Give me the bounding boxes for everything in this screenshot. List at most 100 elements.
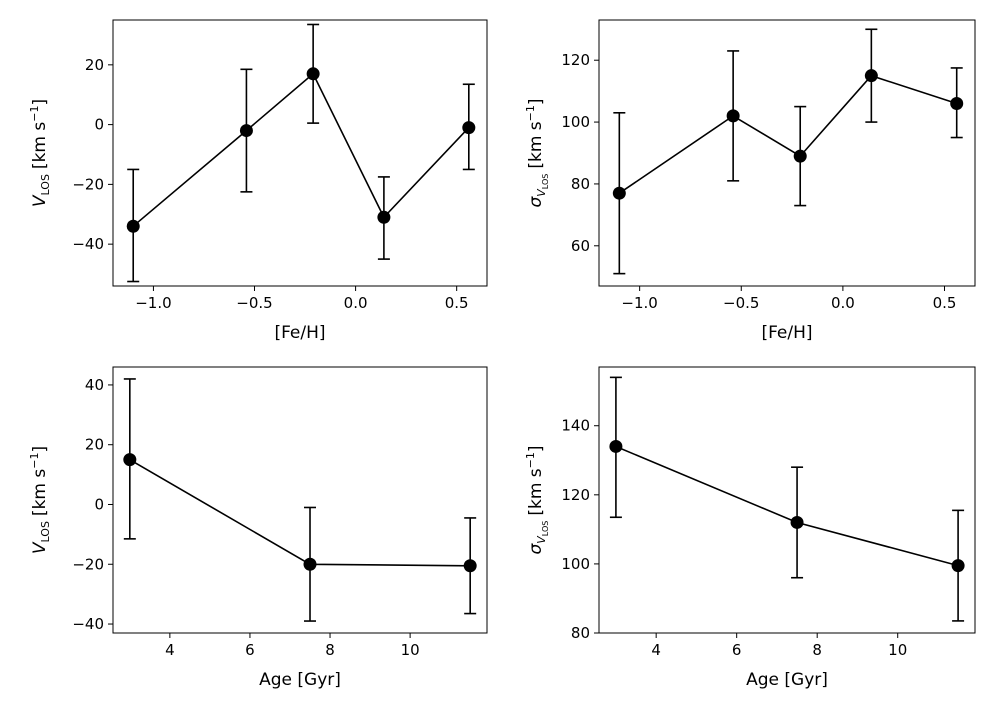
x-tick-label: −1.0	[135, 294, 171, 312]
data-point	[726, 109, 740, 123]
data-marks	[126, 23, 476, 283]
y-label-symbol: σ	[526, 543, 546, 555]
x-tick-label: 8	[812, 641, 822, 659]
data-marks	[609, 376, 965, 622]
x-tick-label: 8	[325, 641, 335, 659]
y-label-close: ]	[30, 446, 50, 453]
x-tick-label: −1.0	[621, 294, 657, 312]
data-point	[377, 210, 391, 224]
y-label-unit: [km s	[30, 122, 50, 169]
panel-sigma-age: 4 6 8 10 80 100 120 140 Age [Gyr] σVLOS [km s−1…	[524, 366, 976, 690]
y-label-close: ]	[526, 445, 546, 452]
y-tick-label: 40	[85, 376, 104, 394]
y-axis-label: σVLOS [km s−1]	[524, 445, 550, 554]
y-tick-label: 60	[571, 237, 590, 255]
y-axis-ticks: −40 −20 0 20	[72, 56, 113, 253]
y-tick-label: −40	[72, 615, 104, 633]
x-axis-label: Age [Gyr]	[259, 670, 341, 690]
panel-vlos-feh: −1.0 −0.5 0.0 0.5 −40 −20 0 20 [Fe/H] VLOS [km …	[28, 19, 488, 343]
data-point	[790, 515, 804, 529]
x-tick-label: −0.5	[236, 294, 272, 312]
x-tick-label: 6	[732, 641, 742, 659]
y-tick-label: −20	[72, 175, 104, 193]
y-tick-label: 20	[85, 436, 104, 454]
y-tick-label: −40	[72, 235, 104, 253]
x-tick-label: 6	[245, 641, 255, 659]
y-tick-label: 0	[94, 495, 104, 513]
y-label-subsubscript: LOS	[541, 174, 550, 190]
x-tick-label: 0.5	[445, 294, 469, 312]
data-point	[462, 121, 476, 135]
y-tick-label: 20	[85, 56, 104, 74]
data-marks	[123, 378, 477, 622]
y-tick-label: 140	[561, 417, 590, 435]
y-label-subscript: V	[535, 188, 548, 197]
y-tick-label: 0	[94, 116, 104, 134]
data-point	[126, 219, 140, 233]
y-label-unit: [km s	[526, 468, 546, 515]
x-tick-label: 4	[165, 641, 175, 659]
y-tick-label: 80	[571, 624, 590, 642]
data-point	[303, 557, 317, 571]
y-label-close: ]	[526, 98, 546, 105]
plot-frame	[112, 366, 488, 634]
y-axis-label: VLOS [km s−1]	[28, 99, 52, 207]
x-axis-ticks: 4 6 8 10	[165, 633, 420, 659]
y-label-unit: [km s	[526, 121, 546, 168]
y-label-unit: [km s	[30, 469, 50, 516]
y-label-subscript: V	[535, 535, 548, 544]
y-label-symbol: V	[30, 541, 50, 554]
y-label-symbol: V	[30, 194, 50, 207]
x-tick-label: 0.0	[831, 294, 855, 312]
panel-vlos-age: 4 6 8 10 −40 −20 0 20 40 Age [Gyr] VLOS [km s−1]	[28, 366, 488, 690]
y-tick-label: 100	[561, 113, 590, 131]
y-tick-label: −20	[72, 555, 104, 573]
y-tick-label: 120	[561, 486, 590, 504]
y-axis-label: σVLOS [km s−1]	[524, 98, 550, 207]
x-tick-label: 0.5	[933, 294, 957, 312]
y-label-subscript: LOS	[39, 521, 52, 542]
y-label-superscript: −1	[28, 106, 41, 122]
y-axis-ticks: 80 100 120 140	[561, 417, 599, 642]
data-point	[123, 453, 137, 467]
y-tick-label: 100	[561, 555, 590, 573]
plot-frame	[112, 19, 488, 287]
y-label-superscript: −1	[28, 453, 41, 469]
y-axis-ticks: −40 −20 0 20 40	[72, 376, 113, 633]
plot-frame	[598, 19, 976, 287]
y-label-close: ]	[30, 99, 50, 106]
x-axis-label: Age [Gyr]	[746, 670, 828, 690]
y-label-superscript: −1	[524, 452, 537, 468]
x-tick-label: 0.0	[344, 294, 368, 312]
x-tick-label: 10	[888, 641, 907, 659]
data-point	[463, 559, 477, 573]
data-point	[864, 69, 878, 83]
y-tick-label: 80	[571, 175, 590, 193]
x-axis-ticks: −1.0 −0.5 0.0 0.5	[621, 286, 956, 312]
y-axis-label: VLOS [km s−1]	[28, 446, 52, 554]
data-point	[239, 124, 253, 138]
data-point	[306, 67, 320, 81]
data-point	[951, 559, 965, 573]
data-point	[609, 439, 623, 453]
y-tick-label: 120	[561, 51, 590, 69]
data-point	[793, 149, 807, 163]
y-label-superscript: −1	[524, 105, 537, 121]
x-tick-label: 4	[651, 641, 661, 659]
x-axis-label: [Fe/H]	[761, 323, 812, 343]
y-label-symbol: σ	[526, 196, 546, 208]
x-tick-label: −0.5	[723, 294, 759, 312]
y-axis-ticks: 60 80 100 120	[561, 51, 599, 255]
x-axis-ticks: −1.0 −0.5 0.0 0.5	[135, 286, 469, 312]
data-marks	[612, 28, 964, 275]
x-tick-label: 10	[401, 641, 420, 659]
x-axis-ticks: 4 6 8 10	[651, 633, 907, 659]
data-point	[950, 97, 964, 111]
y-label-subsubscript: LOS	[541, 521, 550, 537]
data-point	[612, 186, 626, 200]
plot-frame	[598, 366, 976, 634]
x-axis-label: [Fe/H]	[274, 323, 325, 343]
y-label-subscript: LOS	[39, 174, 52, 195]
